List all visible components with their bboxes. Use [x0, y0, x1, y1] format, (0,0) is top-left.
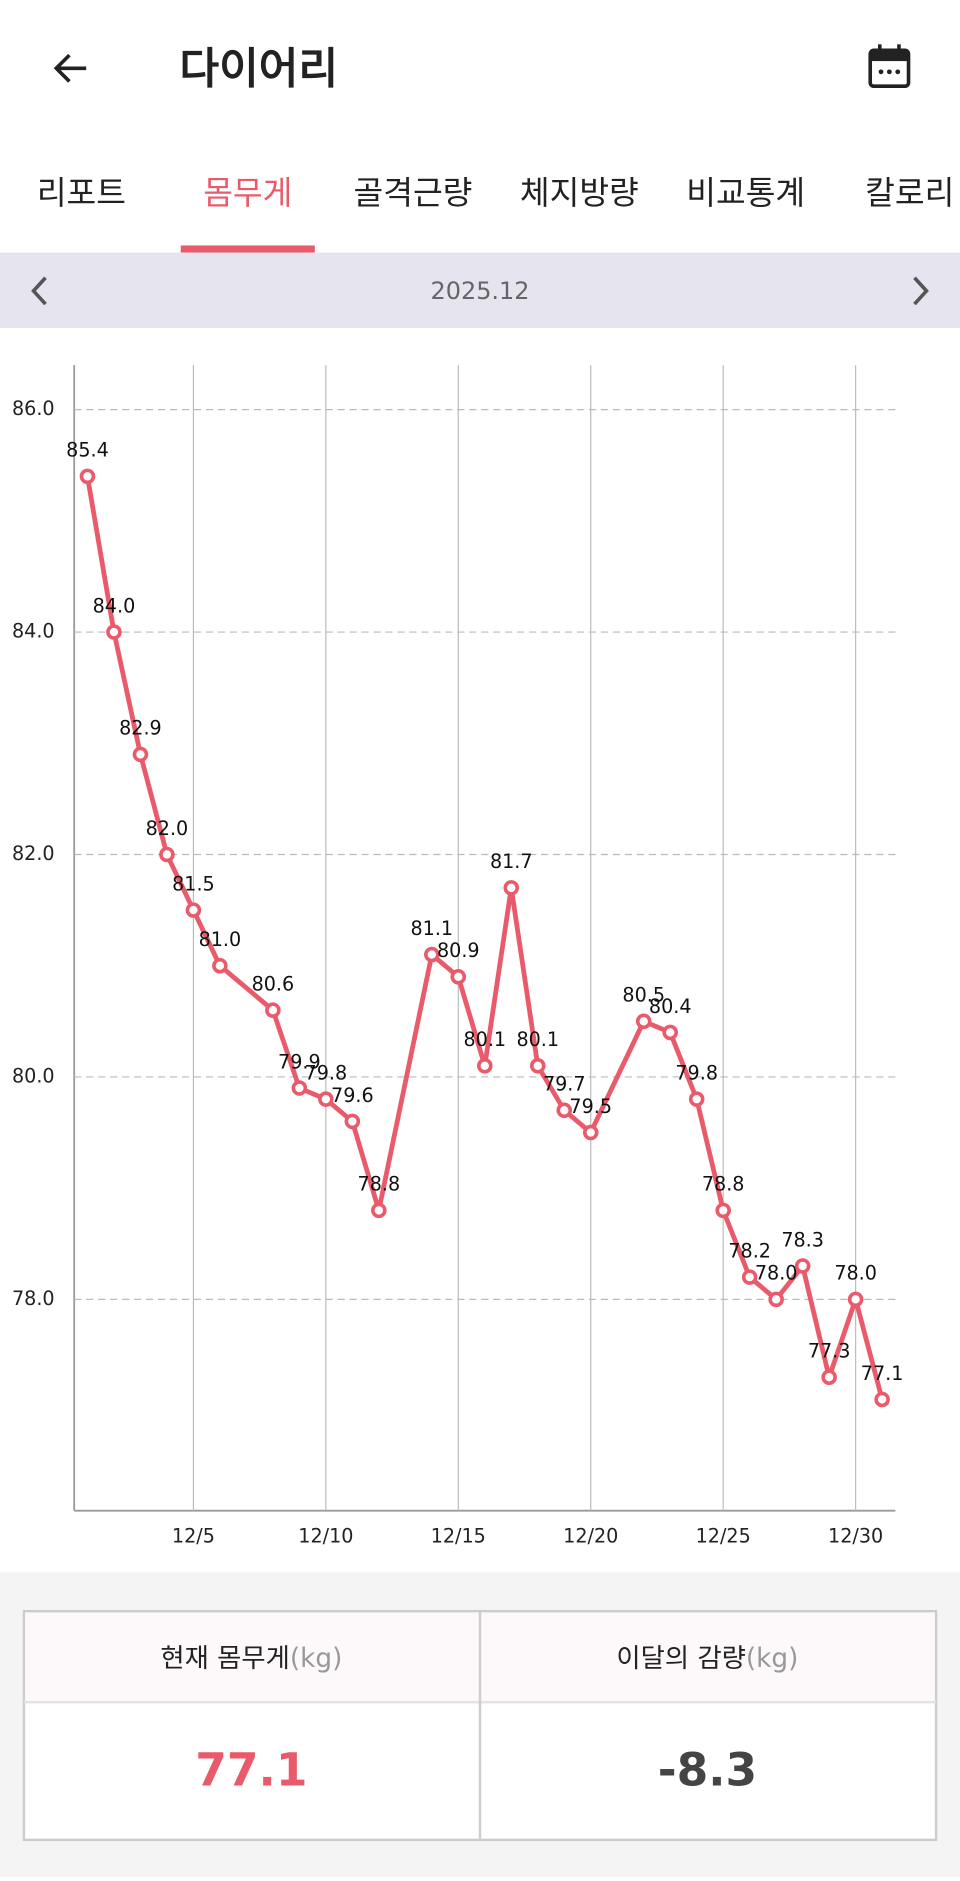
summary-value: 77.1	[195, 1743, 307, 1796]
data-label: 81.7	[490, 850, 533, 873]
point	[529, 1058, 546, 1074]
header-text: 현재 몸무게	[160, 1644, 289, 1674]
header-unit: (kg)	[746, 1644, 799, 1674]
tab-indicator	[180, 245, 315, 253]
point	[768, 1291, 784, 1308]
point	[847, 1291, 864, 1308]
point	[291, 1080, 308, 1096]
point	[715, 1202, 731, 1219]
y-tick-label: 86.0	[12, 397, 55, 420]
point	[635, 1013, 652, 1030]
data-label: 84.0	[93, 594, 136, 617]
header-text: 이달의 감량	[616, 1644, 745, 1674]
point	[821, 1369, 837, 1385]
point	[503, 880, 520, 896]
data-label: 79.8	[675, 1062, 718, 1085]
next-month[interactable]	[913, 276, 929, 306]
tab[interactable]: 몸무게	[203, 174, 292, 212]
back-button[interactable]	[53, 53, 87, 83]
point	[477, 1058, 493, 1074]
x-tick-label: 12/5	[172, 1525, 215, 1548]
data-label: 78.8	[358, 1173, 401, 1196]
calendar-icon[interactable]	[868, 44, 911, 89]
weight-line	[85, 475, 885, 1401]
tab[interactable]: 비교통계	[686, 174, 805, 212]
point	[424, 946, 440, 963]
point	[212, 957, 228, 974]
page-title: 다이어리	[180, 44, 339, 94]
month-label: 2025.12	[431, 277, 530, 305]
data-label: 77.1	[861, 1362, 904, 1385]
point	[185, 902, 202, 918]
point	[556, 1102, 573, 1119]
summary-header: 이달의 감량(kg)	[616, 1644, 798, 1674]
x-tick-label: 12/20	[563, 1525, 618, 1548]
data-label: 78.8	[702, 1173, 745, 1196]
y-tick-label: 82.0	[12, 842, 55, 865]
data-label: 79.8	[305, 1062, 348, 1085]
data-label: 77.3	[808, 1340, 851, 1363]
point	[265, 1002, 281, 1018]
data-label: 78.3	[781, 1228, 824, 1251]
data-label: 79.9	[278, 1050, 321, 1073]
data-label: 82.0	[146, 817, 189, 840]
point	[741, 1269, 758, 1285]
tab[interactable]: 골격근량	[354, 174, 473, 212]
point	[688, 1091, 705, 1107]
data-label: 80.6	[252, 973, 295, 996]
point	[344, 1113, 361, 1130]
point	[662, 1024, 678, 1041]
point	[106, 624, 122, 640]
point	[318, 1091, 334, 1107]
prev-month[interactable]	[31, 276, 47, 306]
month-bar	[0, 252, 960, 329]
data-label: 80.1	[463, 1028, 506, 1051]
data-label: 80.5	[622, 984, 665, 1007]
data-label: 80.1	[516, 1028, 559, 1051]
point	[79, 468, 96, 485]
point	[874, 1391, 890, 1408]
summary-value: -8.3	[658, 1743, 757, 1796]
data-label: 81.5	[172, 872, 215, 895]
point	[132, 746, 149, 763]
summary-header: 현재 몸무게(kg)	[160, 1644, 342, 1674]
data-label: 79.7	[543, 1073, 586, 1096]
point	[159, 846, 175, 863]
data-label: 78.0	[834, 1262, 877, 1285]
point	[450, 969, 467, 985]
point	[794, 1258, 811, 1274]
data-label: 85.4	[66, 439, 109, 462]
point	[582, 1124, 599, 1141]
x-tick-label: 12/25	[696, 1525, 751, 1548]
data-label: 79.5	[569, 1095, 612, 1118]
tab[interactable]: 칼로리	[865, 174, 954, 212]
header-unit: (kg)	[290, 1644, 343, 1674]
point	[371, 1202, 387, 1219]
data-label: 79.6	[331, 1084, 374, 1107]
data-label: 81.1	[410, 917, 453, 940]
data-label: 78.2	[728, 1239, 771, 1262]
y-tick-label: 80.0	[12, 1064, 55, 1087]
tab[interactable]: 리포트	[37, 174, 126, 212]
x-tick-label: 12/10	[298, 1525, 353, 1548]
y-tick-label: 84.0	[12, 620, 55, 643]
data-label: 80.4	[649, 995, 692, 1018]
tab[interactable]: 체지방량	[520, 174, 639, 212]
data-label: 82.9	[119, 717, 162, 740]
x-tick-label: 12/30	[828, 1525, 883, 1548]
x-tick-label: 12/15	[431, 1525, 486, 1548]
data-label: 81.0	[199, 928, 242, 951]
data-label: 78.0	[755, 1262, 798, 1285]
y-tick-label: 78.0	[12, 1287, 55, 1310]
data-label: 80.9	[437, 939, 480, 962]
